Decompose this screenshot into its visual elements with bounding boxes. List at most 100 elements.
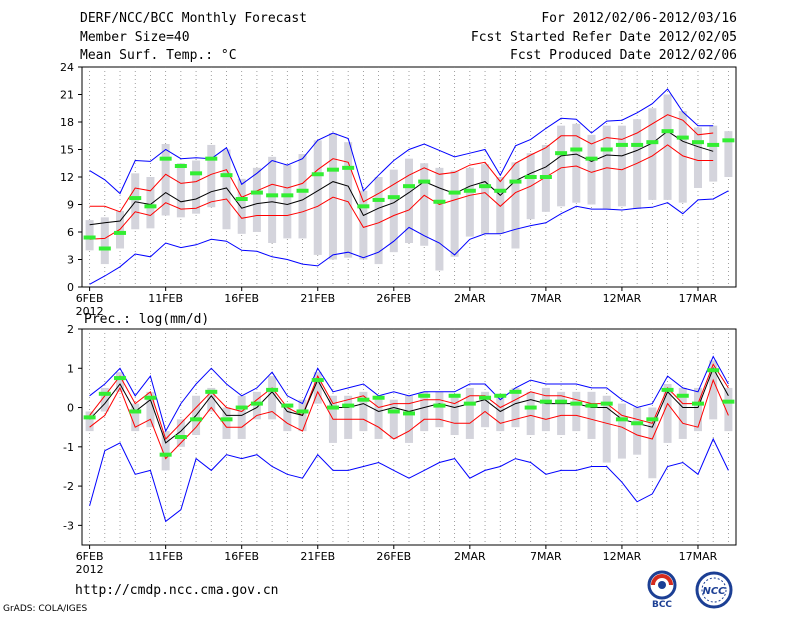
temp-median-marker	[144, 204, 157, 209]
prec-y-tick-label: 2	[67, 323, 74, 336]
prec-spread-box	[481, 391, 490, 428]
temp-spread-box	[587, 134, 596, 205]
prec-y-tick-label: 1	[67, 362, 74, 375]
temp-series-min	[89, 190, 729, 285]
prec-y-tick-label: -3	[63, 519, 74, 532]
temp-median-marker	[479, 184, 492, 189]
temp-median-marker	[463, 188, 476, 193]
temp-y-tick-label: 9	[67, 199, 74, 212]
prec-median-marker	[144, 395, 157, 400]
temp-x-tick-label: 26FEB	[376, 292, 411, 305]
prec-spread-box	[146, 391, 155, 428]
prec-spread-box	[435, 391, 444, 428]
temp-y-tick-label: 0	[67, 281, 74, 294]
temp-median-marker	[418, 179, 431, 184]
temp-spread-box	[693, 127, 702, 188]
prec-median-marker	[98, 391, 111, 396]
temp-spread-box	[481, 164, 490, 234]
prec-x-tick-label: 16FEB	[224, 550, 259, 563]
temp-series-max	[89, 88, 714, 195]
prec-spread-box	[344, 395, 353, 439]
temp-x-tick-label: 2MAR	[454, 292, 486, 305]
temp-series-upper	[89, 114, 714, 213]
temp-median-marker	[159, 156, 172, 161]
prec-spread-box	[496, 395, 505, 432]
temp-median-marker	[433, 199, 446, 204]
temp-median-marker	[250, 190, 263, 195]
prec-spread-box	[511, 387, 520, 428]
temp-y-tick-label: 18	[60, 116, 74, 129]
source-url[interactable]: http://cmdp.ncc.cma.gov.cn	[75, 583, 279, 598]
prec-spread-box	[633, 407, 642, 455]
temp-spread-box	[557, 125, 566, 207]
chart-title: DERF/NCC/BCC Monthly Forecast	[80, 11, 307, 26]
prec-series-min	[89, 437, 729, 523]
forecast-produced-date: Fcst Produced Date 2012/02/06	[510, 48, 737, 63]
prec-x-tick-label: 17MAR	[679, 550, 718, 563]
temp-spread-box	[298, 154, 307, 239]
temp-median-marker	[205, 156, 218, 161]
temp-median-marker	[311, 172, 324, 177]
temp-spread-box	[328, 133, 337, 260]
temp-median-marker	[555, 151, 568, 156]
temp-y-tick-label: 21	[60, 89, 74, 102]
temp-x-tick-label: 11FEB	[148, 292, 183, 305]
svg-text:NCC: NCC	[702, 586, 726, 597]
temp-median-marker	[342, 165, 355, 170]
prec-x-tick-label: 11FEB	[148, 550, 183, 563]
prec-median-marker	[372, 395, 385, 400]
prec-series-max	[89, 355, 729, 433]
temp-spread-box	[374, 177, 383, 265]
prec-spread-box	[100, 387, 109, 412]
temp-spread-box	[617, 125, 626, 207]
temp-median-marker	[326, 167, 339, 172]
prec-spread-box	[663, 383, 672, 443]
bcc-logo: BCC	[647, 570, 677, 610]
prec-median-marker	[357, 397, 370, 402]
prec-median-marker	[615, 417, 628, 422]
prec-median-marker	[570, 401, 583, 406]
temp-y-tick-label: 6	[67, 226, 74, 239]
prec-spread-box	[359, 391, 368, 432]
prec-median-marker	[403, 411, 415, 416]
prec-median-marker	[631, 421, 644, 426]
temp-spread-box	[648, 108, 657, 200]
temp-y-tick-label: 24	[60, 61, 74, 74]
temp-median-marker	[691, 140, 704, 145]
temp-median-marker	[570, 147, 583, 152]
temp-spread-box	[207, 144, 216, 208]
prec-y-tick-label: 0	[67, 402, 74, 415]
temp-median-marker	[98, 246, 111, 251]
prec-spread-box	[222, 407, 231, 439]
prec-spread-box	[176, 419, 185, 447]
prec-median-marker	[661, 387, 674, 392]
temp-median-marker	[190, 171, 203, 176]
member-size: Member Size=40	[80, 30, 190, 45]
prec-spread-box	[709, 360, 718, 420]
prec-x-tick-label: 26FEB	[376, 550, 411, 563]
temp-x-tick-label: 21FEB	[300, 292, 335, 305]
temp-median-marker	[585, 156, 598, 161]
prec-spread-box	[450, 395, 459, 436]
temp-spread-box	[359, 190, 368, 260]
prec-median-marker	[342, 403, 355, 408]
temp-x-tick-label: 6FEB	[76, 292, 104, 305]
temp-spread-box	[283, 165, 292, 239]
temp-spread-box	[663, 94, 672, 200]
ncc-logo: NCC	[695, 571, 733, 609]
prec-spread-box	[207, 387, 216, 412]
prec-spread-box	[313, 372, 322, 404]
prec-median-marker	[691, 401, 704, 406]
prec-spread-box	[85, 411, 94, 432]
temp-spread-box	[496, 177, 505, 234]
prec-median-marker	[159, 452, 172, 457]
prec-median-marker	[190, 417, 203, 422]
temp-spread-box	[268, 156, 277, 243]
temp-median-marker	[129, 196, 142, 201]
temp-median-marker	[646, 140, 659, 145]
prec-spread-box	[693, 387, 702, 432]
temp-median-marker	[524, 175, 537, 179]
temp-median-marker	[235, 197, 248, 201]
temp-spread-box	[435, 167, 444, 271]
prec-median-marker	[539, 399, 552, 404]
